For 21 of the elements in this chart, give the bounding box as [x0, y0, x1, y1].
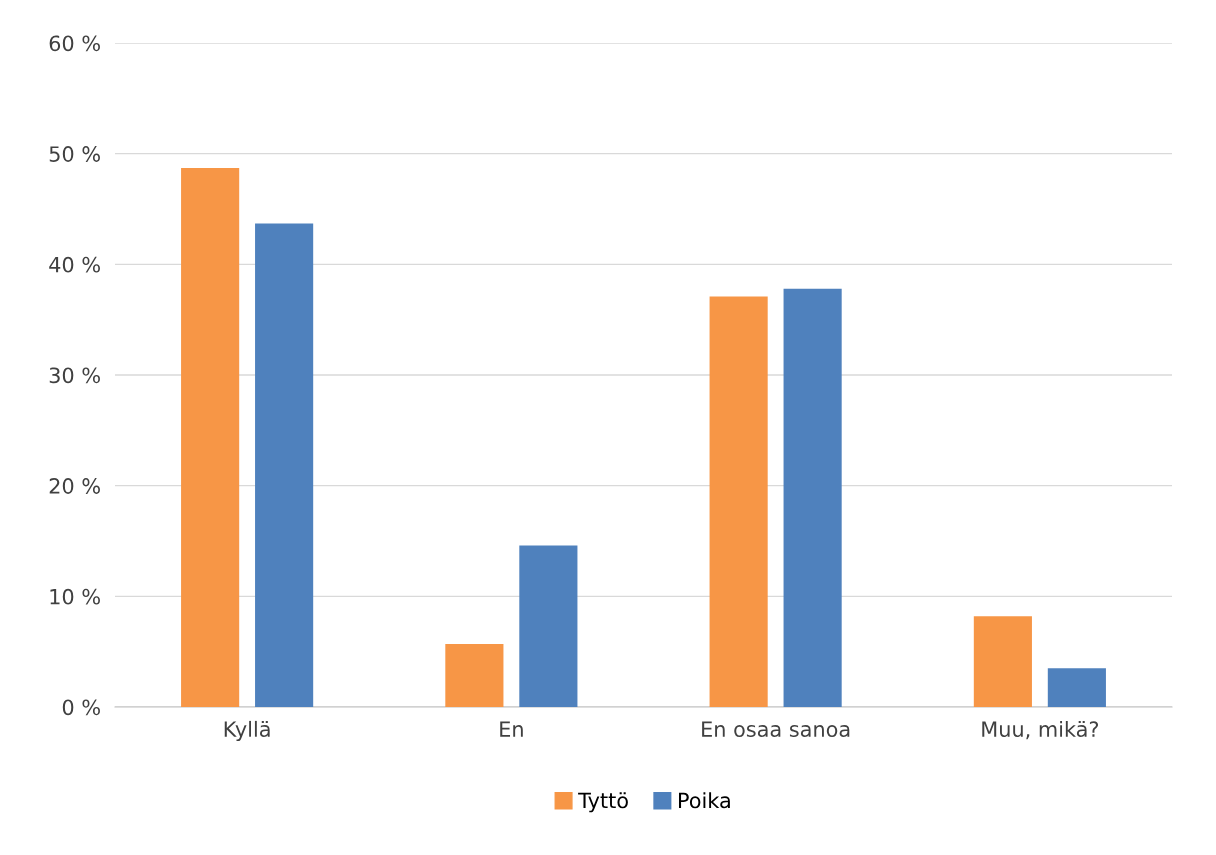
bar [709, 296, 768, 707]
bar [1047, 668, 1106, 707]
y-tick-label: 40 % [49, 256, 100, 273]
bar [973, 616, 1032, 707]
y-tick-label: 10 % [50, 588, 100, 605]
y-tick-label: 30 % [49, 367, 100, 384]
legend-label: Poika [679, 792, 730, 809]
x-tick-label: Kyllä [224, 720, 270, 742]
bar [255, 223, 314, 707]
y-tick-label: 20 % [49, 478, 100, 494]
bar [445, 643, 504, 707]
x-tick-label: En [500, 721, 523, 737]
x-tick-label: Muu, mikä? [982, 720, 1099, 740]
legend-label: Tyttö [578, 792, 628, 813]
x-tick-label: En osaa sanoa [702, 721, 850, 738]
y-tick-label: 0 % [62, 699, 100, 716]
y-tick-label: 60 % [49, 35, 100, 52]
bar [181, 168, 240, 707]
bar [519, 545, 578, 707]
bar [783, 288, 842, 707]
y-tick-label: 50 % [49, 146, 100, 162]
